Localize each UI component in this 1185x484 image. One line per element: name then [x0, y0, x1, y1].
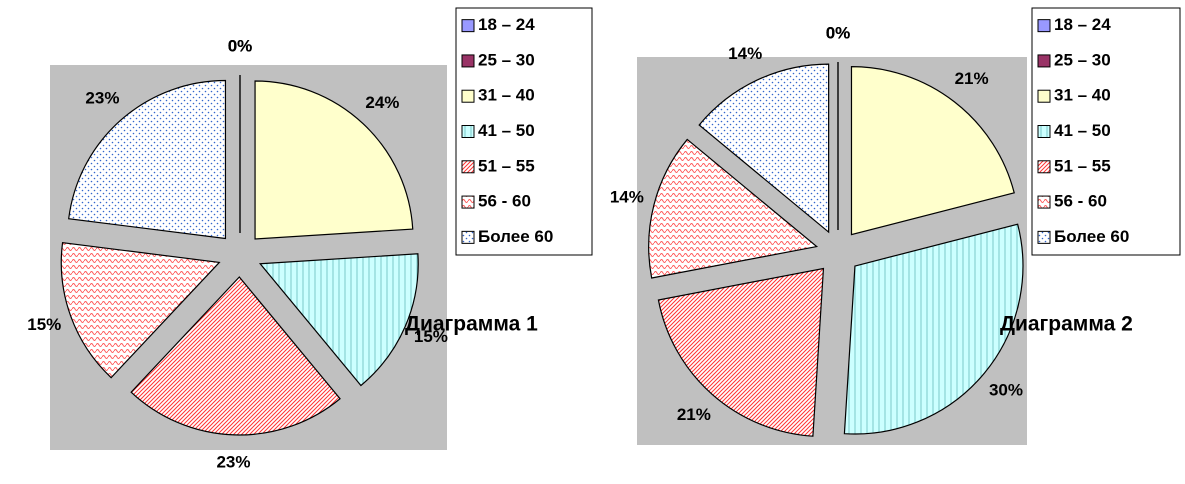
legend-label: 18 – 24	[1054, 15, 1111, 34]
legend-swatch	[1037, 54, 1051, 68]
pie-slice	[698, 63, 830, 234]
data-label: 23%	[216, 452, 250, 471]
pie-slice	[258, 253, 419, 387]
data-label: 0%	[228, 36, 253, 55]
legend-swatch	[1037, 230, 1051, 244]
data-label: 23%	[85, 88, 119, 107]
legend-swatch	[1037, 19, 1051, 33]
legend-swatch	[461, 19, 475, 33]
pie-slice	[850, 66, 1015, 236]
legend-label: Более 60	[478, 227, 553, 246]
legend-swatch	[1037, 125, 1051, 138]
chart-title: Диаграмма 1	[405, 313, 538, 336]
legend-box	[1031, 7, 1181, 256]
legend-label: 18 – 24	[478, 15, 535, 34]
legend-swatch	[1037, 89, 1051, 103]
data-label: 0%	[826, 23, 851, 42]
data-label: 24%	[365, 93, 399, 112]
legend-label: 41 – 50	[1054, 121, 1111, 140]
data-label: 15%	[27, 315, 61, 334]
legend-swatch	[461, 230, 475, 244]
data-label: 0%	[826, 23, 851, 42]
legend-label: 31 – 40	[478, 86, 535, 105]
pie-slice	[254, 80, 414, 240]
legend-label: 51 – 55	[1054, 156, 1111, 175]
pie-slice	[130, 276, 341, 436]
legend-label: 56 - 60	[478, 192, 531, 211]
data-label: 21%	[955, 69, 989, 88]
pie-slice	[657, 267, 825, 437]
legend-swatch	[1037, 195, 1051, 209]
data-label: 0%	[228, 36, 253, 55]
legend-swatch	[461, 89, 475, 103]
legend-swatch	[461, 195, 475, 209]
legend-label: 25 – 30	[478, 50, 535, 69]
legend-label: Более 60	[1054, 227, 1129, 246]
data-label: 14%	[728, 44, 762, 63]
pie-slice	[60, 241, 221, 379]
legend-label: 51 – 55	[478, 156, 535, 175]
legend-label: 31 – 40	[1054, 86, 1111, 105]
data-label: 21%	[677, 405, 711, 424]
legend-label: 25 – 30	[1054, 50, 1111, 69]
legend-swatch	[461, 160, 475, 174]
data-label: 30%	[989, 380, 1023, 399]
data-label: 15%	[414, 327, 448, 346]
legend-label: 41 – 50	[478, 121, 535, 140]
data-label: 14%	[610, 187, 644, 206]
legend-swatch	[1037, 160, 1051, 174]
pie-slice	[68, 79, 227, 240]
legend-label: 56 - 60	[1054, 192, 1107, 211]
chart-title: Диаграмма 2	[1000, 313, 1133, 336]
legend-swatch	[461, 125, 475, 138]
legend-box	[455, 7, 593, 256]
legend-swatch	[461, 54, 475, 68]
pie-slice	[843, 223, 1024, 435]
pie-slice	[648, 138, 819, 279]
